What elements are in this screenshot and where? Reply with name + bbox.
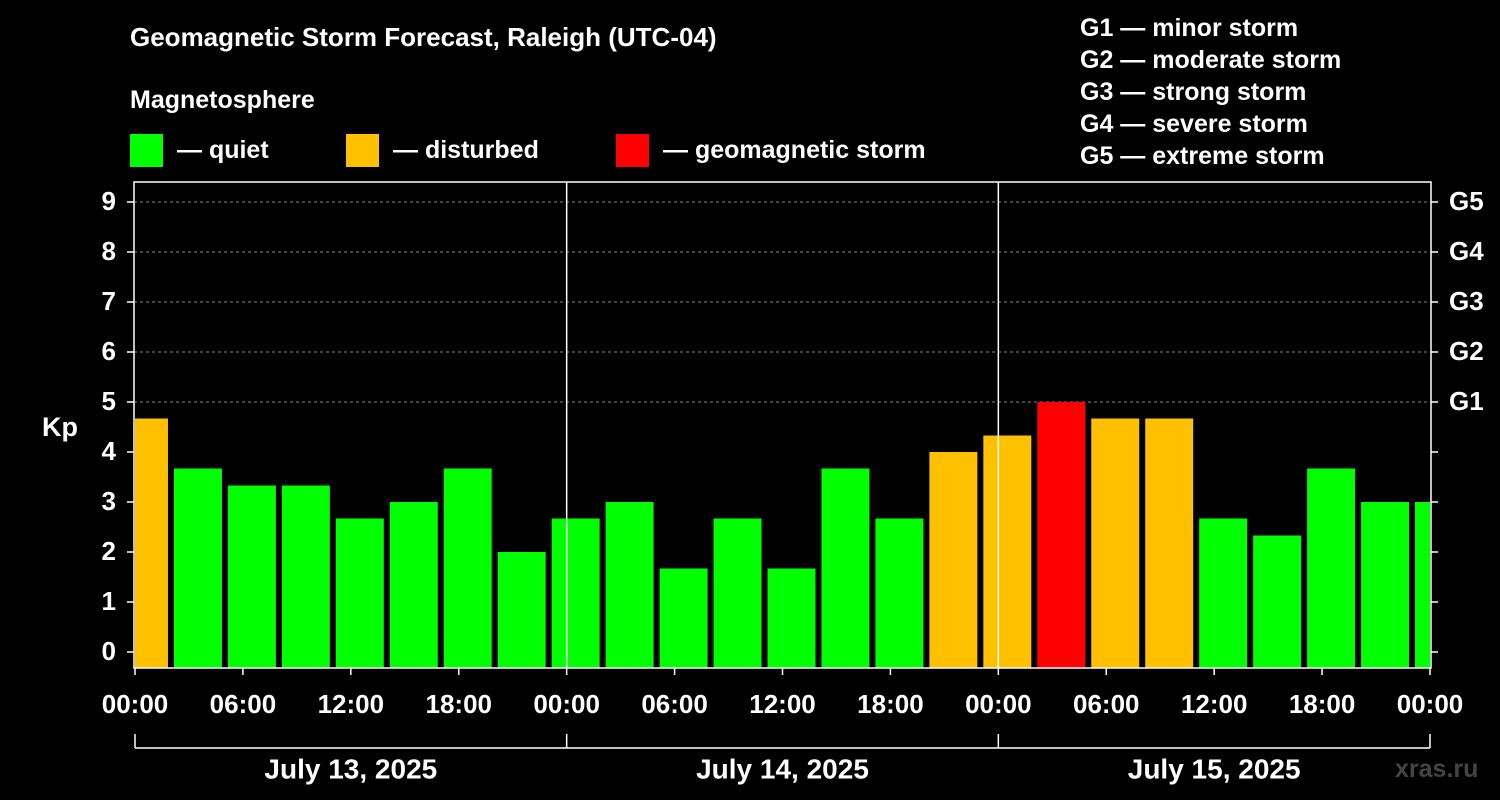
kp-bar bbox=[929, 452, 978, 668]
legend-swatch-storm bbox=[616, 133, 649, 167]
x-tick-label: 18:00 bbox=[1289, 689, 1356, 719]
kp-bar bbox=[1415, 502, 1430, 668]
kp-bar bbox=[875, 518, 924, 668]
chart-title: Geomagnetic Storm Forecast, Raleigh (UTC… bbox=[130, 22, 717, 52]
y-tick-label: 4 bbox=[102, 436, 117, 466]
kp-bar bbox=[713, 518, 762, 668]
x-tick-label: 00:00 bbox=[965, 689, 1032, 719]
kp-bar bbox=[443, 468, 492, 668]
y-tick-label: 1 bbox=[102, 586, 116, 616]
g-scale-g1: G1 — minor storm bbox=[1080, 14, 1299, 42]
watermark: xras.ru bbox=[1395, 755, 1479, 783]
kp-bar bbox=[281, 485, 330, 668]
x-tick-label: 00:00 bbox=[533, 689, 600, 719]
legend-label-quiet: — quiet bbox=[177, 135, 269, 164]
legend-item-storm: — geomagnetic storm bbox=[616, 133, 926, 167]
y-tick-label: 8 bbox=[102, 236, 116, 266]
day-label: July 13, 2025 bbox=[264, 753, 437, 784]
kp-bar bbox=[983, 435, 1032, 668]
y-tick-label: 7 bbox=[102, 286, 116, 316]
kp-bar bbox=[1307, 468, 1356, 668]
g-scale-g4: G4 — severe storm bbox=[1080, 110, 1308, 138]
legend-label-storm: — geomagnetic storm bbox=[663, 135, 926, 164]
x-tick-label: 00:00 bbox=[1397, 689, 1464, 719]
legend-label-disturbed: — disturbed bbox=[393, 135, 539, 164]
g-scale-g3: G3 — strong storm bbox=[1080, 78, 1307, 106]
y-axis-label: Kp bbox=[42, 412, 78, 442]
kp-bar bbox=[821, 468, 870, 668]
g-level-label: G3 bbox=[1449, 286, 1484, 316]
y-tick-label: 5 bbox=[102, 386, 116, 416]
y-tick-label: 9 bbox=[102, 186, 116, 216]
x-tick-label: 12:00 bbox=[318, 689, 385, 719]
x-tick-label: 12:00 bbox=[749, 689, 816, 719]
kp-bar bbox=[1091, 418, 1140, 668]
y-tick-label: 3 bbox=[102, 486, 116, 516]
kp-bar bbox=[1037, 402, 1086, 668]
x-tick-label: 00:00 bbox=[102, 689, 169, 719]
kp-bar bbox=[659, 568, 708, 668]
x-tick-label: 06:00 bbox=[210, 689, 277, 719]
legend-item-disturbed: — disturbed bbox=[346, 133, 539, 167]
kp-bar bbox=[135, 418, 168, 668]
kp-bar bbox=[497, 552, 546, 668]
x-tick-label: 18:00 bbox=[857, 689, 924, 719]
kp-bar bbox=[173, 468, 222, 668]
day-label: July 15, 2025 bbox=[1128, 753, 1301, 784]
x-tick-label: 06:00 bbox=[1073, 689, 1140, 719]
y-tick-label: 0 bbox=[102, 636, 116, 666]
g-scale-g5: G5 — extreme storm bbox=[1080, 142, 1325, 170]
legend-swatch-quiet bbox=[130, 133, 163, 167]
g-level-label: G4 bbox=[1449, 236, 1484, 266]
x-tick-label: 18:00 bbox=[426, 689, 493, 719]
kp-bar bbox=[227, 485, 276, 668]
x-tick-label: 06:00 bbox=[641, 689, 708, 719]
legend-item-quiet: — quiet bbox=[130, 133, 269, 167]
g-level-label: G1 bbox=[1449, 386, 1484, 416]
kp-bar bbox=[1361, 502, 1410, 668]
kp-bar bbox=[767, 568, 816, 668]
x-tick-label: 12:00 bbox=[1181, 689, 1248, 719]
g-scale-g2: G2 — moderate storm bbox=[1080, 46, 1342, 74]
kp-bar bbox=[1253, 535, 1302, 668]
kp-bar bbox=[335, 518, 384, 668]
kp-bar bbox=[1199, 518, 1248, 668]
kp-bar bbox=[389, 502, 438, 668]
kp-bar bbox=[1145, 418, 1194, 668]
kp-bar bbox=[551, 518, 600, 668]
day-label: July 14, 2025 bbox=[696, 753, 869, 784]
legend-title: Magnetosphere bbox=[130, 86, 315, 114]
y-tick-label: 2 bbox=[102, 536, 116, 566]
g-level-label: G5 bbox=[1449, 186, 1484, 216]
y-tick-label: 6 bbox=[102, 336, 116, 366]
g-level-label: G2 bbox=[1449, 336, 1484, 366]
legend-swatch-disturbed bbox=[346, 133, 379, 167]
kp-bar bbox=[605, 502, 654, 668]
